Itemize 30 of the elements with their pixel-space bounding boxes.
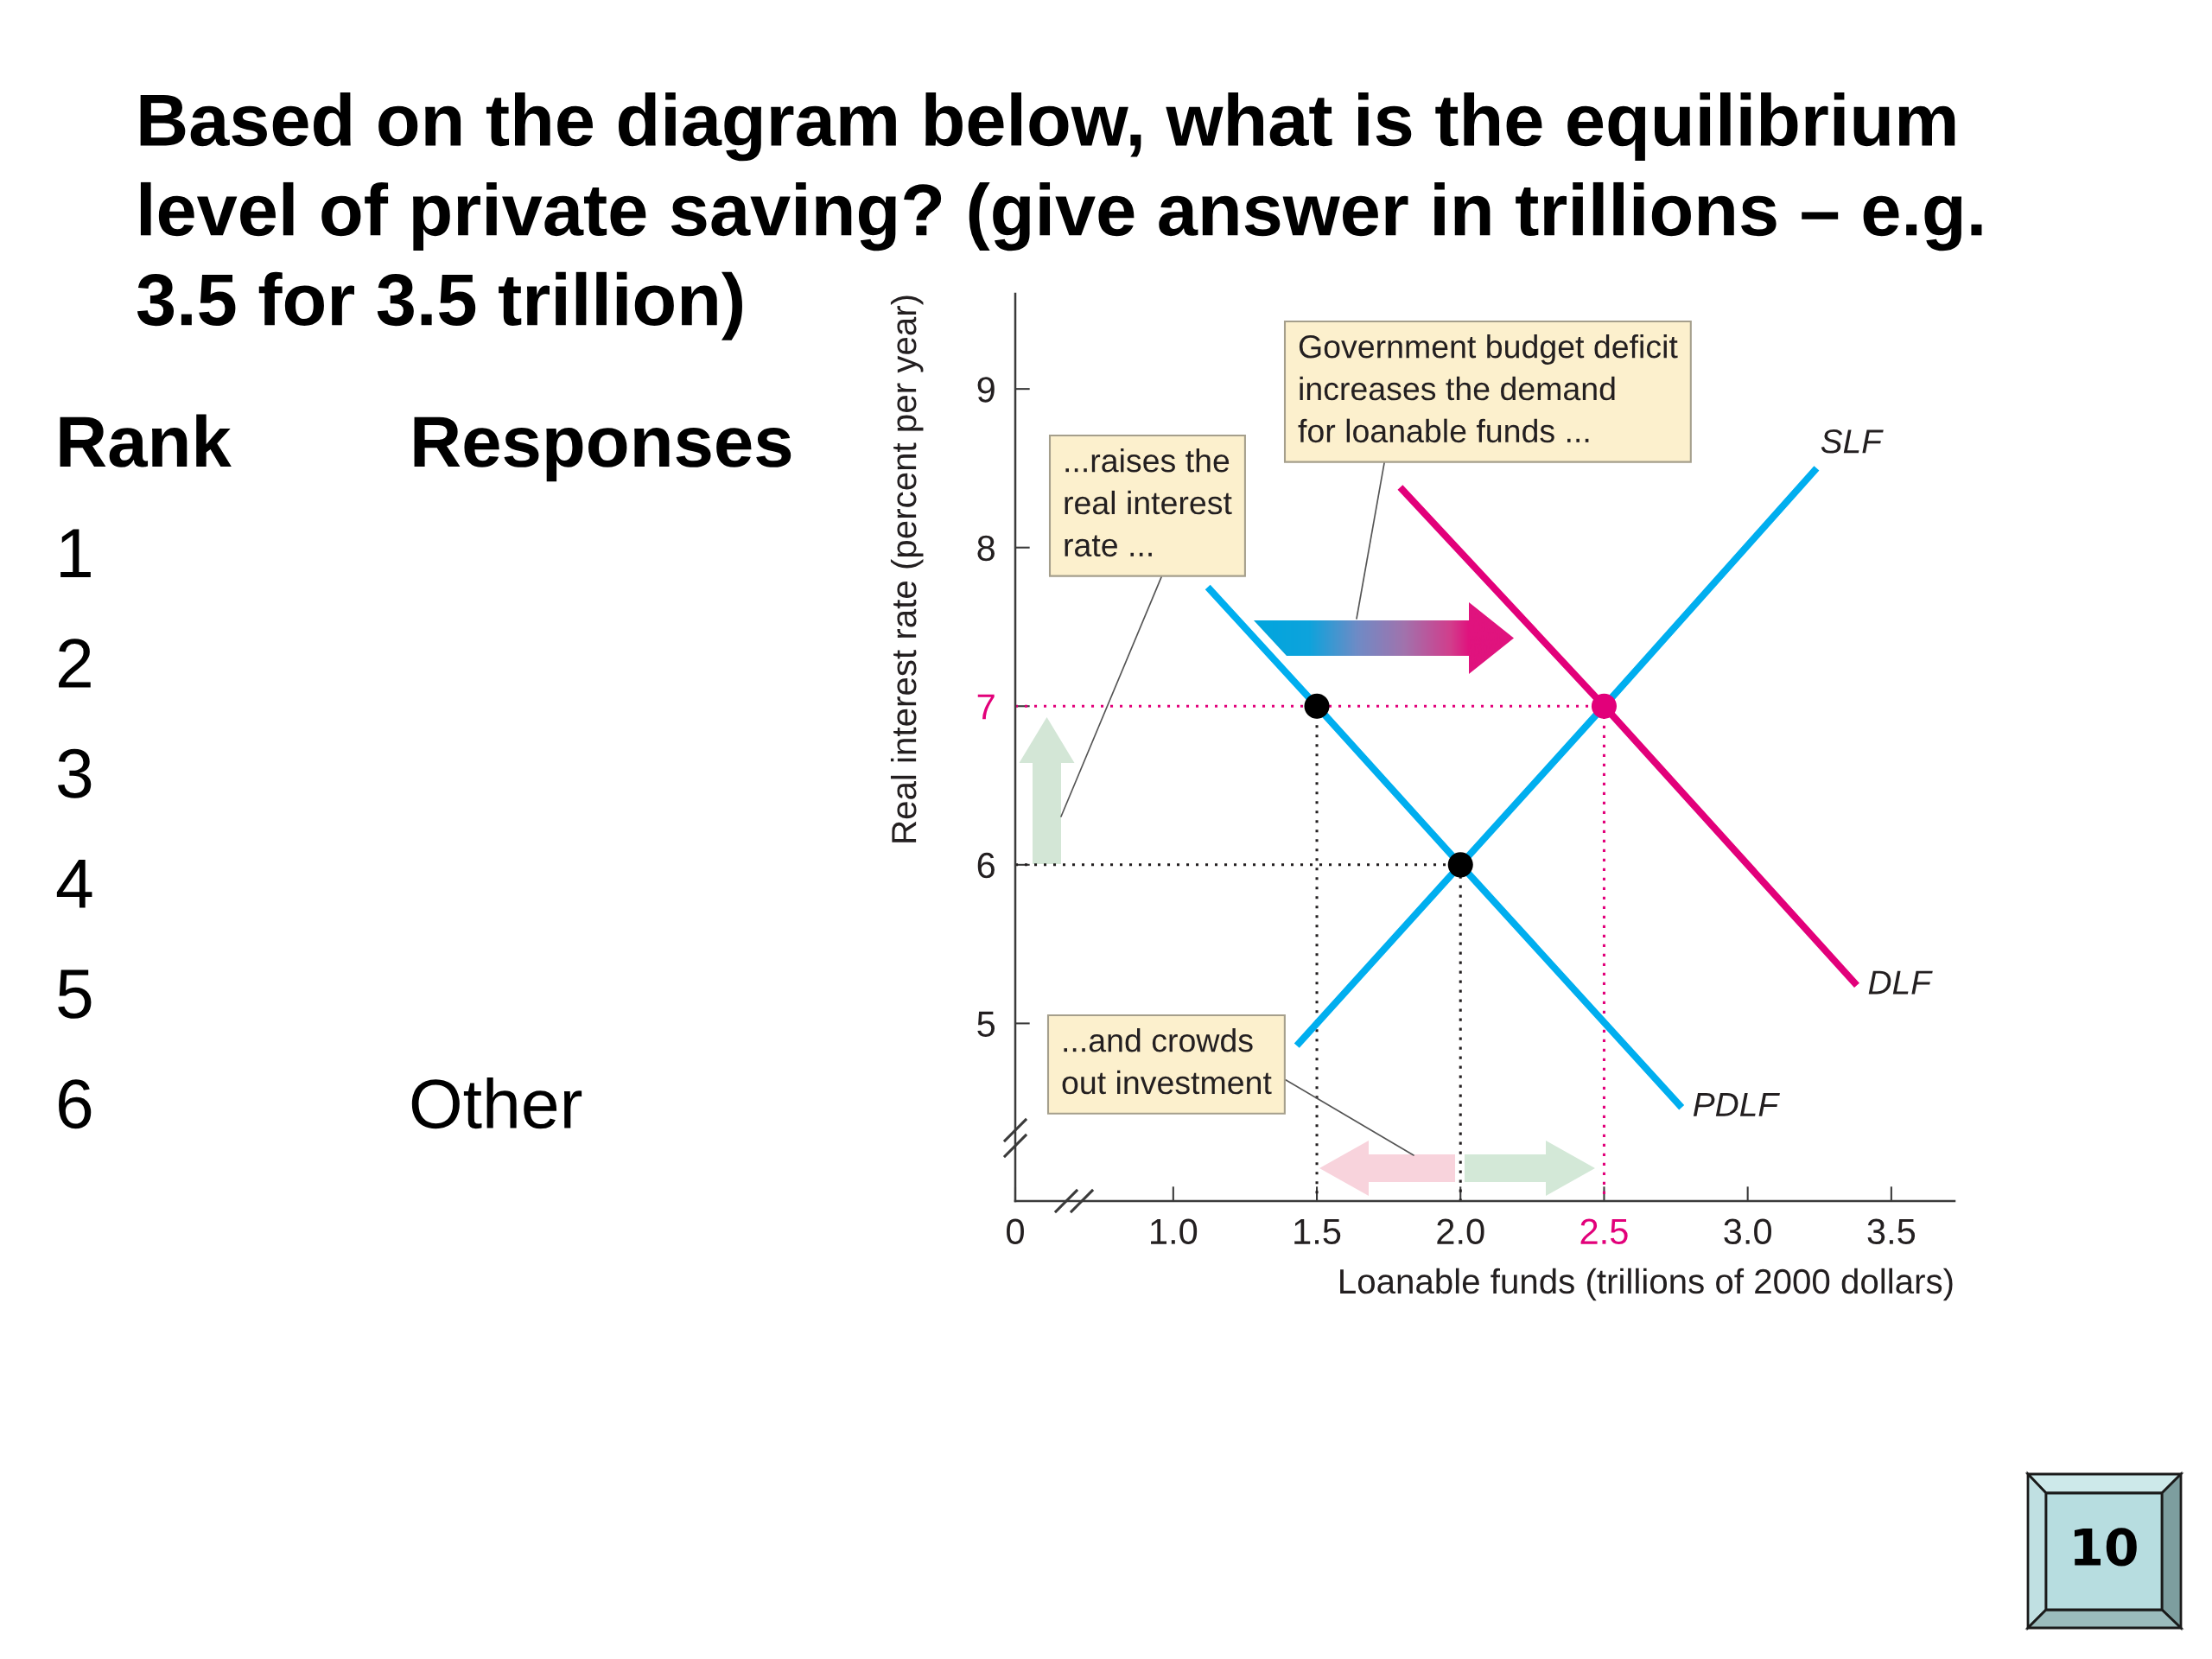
x-tick-label: 2.0 [1437, 1218, 1484, 1245]
y-tick-label: 6 [977, 852, 995, 879]
text: 3 [58, 748, 92, 798]
annotation: Government budget deficit increases the demand for loanable funds ... [1298, 334, 1678, 443]
text: 2 [59, 639, 91, 688]
series-label: DLF [1868, 970, 1933, 995]
y-axis-title: Real interest rate (percent per year) [890, 296, 924, 842]
y-tick-label: 5 [977, 1011, 995, 1037]
x-axis-title: Loanable funds (trillions of 2000 dollars) [1340, 1268, 1953, 1301]
x-tick-label: 1.5 [1294, 1218, 1341, 1245]
x-tick-label: 0 [1007, 1218, 1024, 1245]
x-tick-label: 3.5 [1867, 1218, 1916, 1245]
text: 5 [58, 969, 92, 1019]
y-tick-label: 7 [977, 694, 995, 720]
text: Responses [414, 416, 791, 482]
series-label: SLF [1821, 429, 1884, 454]
annotation: ...raises the real interest rate ... [1065, 448, 1232, 557]
text: Rank [60, 414, 232, 467]
x-tick-label: 3.0 [1724, 1218, 1771, 1245]
series-label: PDLF [1693, 1093, 1780, 1116]
text: 6 [59, 1079, 92, 1129]
text: 1 [60, 529, 91, 577]
x-tick-label: 1.0 [1151, 1218, 1198, 1245]
text: 4 [56, 860, 92, 908]
text: Other [411, 1077, 582, 1129]
x-tick-label: 2.5 [1580, 1218, 1628, 1245]
y-tick-label: 8 [977, 535, 995, 562]
annotation: ...and crowds out investment [1062, 1028, 1272, 1095]
y-tick-label: 9 [977, 377, 995, 403]
text: 10 [2074, 1528, 2137, 1567]
